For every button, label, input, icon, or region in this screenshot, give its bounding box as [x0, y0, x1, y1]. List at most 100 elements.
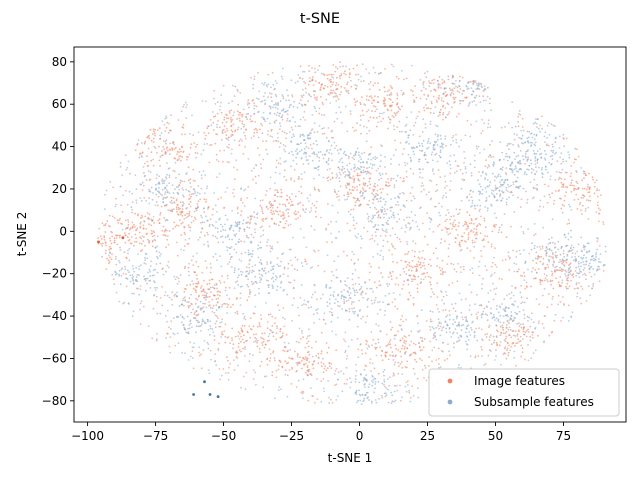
subsample-feature-point: [359, 399, 362, 402]
image-feature-point: [131, 201, 134, 204]
image-feature-point: [368, 187, 371, 190]
subsample-feature-point: [292, 236, 294, 239]
subsample-feature-point: [128, 259, 131, 262]
image-feature-point: [238, 111, 241, 114]
subsample-feature-point: [526, 160, 529, 162]
subsample-feature-point: [336, 196, 338, 198]
subsample-feature-point: [431, 291, 434, 294]
subsample-feature-point: [242, 222, 244, 225]
subsample-feature-point: [557, 303, 560, 306]
subsample-feature-point: [271, 245, 274, 248]
image-feature-point: [340, 73, 343, 75]
subsample-feature-point: [445, 214, 447, 217]
subsample-feature-point: [261, 100, 264, 103]
subsample-feature-point: [392, 177, 395, 180]
subsample-feature-point: [405, 140, 408, 143]
subsample-feature-point: [113, 283, 116, 286]
image-feature-point: [435, 359, 438, 361]
image-feature-point: [347, 92, 350, 95]
image-feature-point: [214, 294, 216, 297]
image-feature-point: [299, 99, 302, 102]
subsample-feature-point: [137, 253, 140, 255]
image-feature-point: [473, 100, 476, 102]
image-feature-point: [271, 374, 274, 377]
subsample-feature-point: [564, 171, 567, 174]
subsample-feature-point: [413, 153, 416, 156]
subsample-feature-point: [554, 141, 557, 144]
subsample-feature-point: [372, 226, 375, 229]
subsample-feature-point: [216, 126, 218, 129]
subsample-feature-point: [442, 143, 445, 146]
subsample-feature-point: [231, 209, 234, 212]
image-feature-point: [597, 195, 599, 198]
subsample-feature-point: [469, 355, 472, 358]
image-feature-point: [406, 366, 408, 369]
image-feature-point: [209, 286, 212, 289]
subsample-feature-point: [383, 368, 386, 371]
image-feature-point: [275, 369, 278, 372]
image-feature-point: [390, 109, 393, 112]
subsample-feature-point: [535, 133, 538, 136]
image-feature-point: [277, 364, 280, 367]
subsample-feature-point: [269, 122, 271, 125]
subsample-feature-point: [547, 258, 550, 261]
image-feature-point: [212, 304, 215, 307]
image-feature-point: [587, 191, 589, 194]
image-feature-point: [389, 234, 392, 237]
subsample-feature-point: [407, 134, 410, 137]
image-feature-point: [204, 291, 206, 294]
image-feature-point: [565, 287, 568, 290]
image-feature-point: [279, 163, 282, 165]
subsample-feature-point: [587, 183, 589, 186]
image-feature-point: [315, 98, 317, 100]
image-feature-point: [560, 171, 563, 174]
image-feature-point: [377, 96, 379, 98]
subsample-feature-point: [250, 280, 253, 283]
image-feature-point: [320, 86, 322, 88]
subsample-feature-point: [203, 340, 206, 342]
subsample-feature-point: [587, 199, 590, 202]
image-feature-point: [441, 267, 444, 270]
image-feature-point: [126, 236, 129, 239]
subsample-feature-point: [353, 253, 355, 256]
subsample-feature-point: [353, 179, 355, 181]
image-feature-point: [316, 298, 318, 301]
subsample-feature-point: [171, 210, 174, 212]
subsample-feature-point: [118, 236, 121, 239]
image-feature-point: [164, 130, 167, 132]
subsample-feature-point: [257, 256, 260, 259]
scatter-points: [97, 61, 607, 405]
subsample-feature-point: [542, 206, 545, 208]
image-feature-point: [217, 317, 219, 319]
image-feature-point: [262, 220, 264, 223]
subsample-feature-point: [429, 320, 432, 323]
subsample-feature-point: [337, 255, 340, 258]
image-feature-point: [421, 349, 423, 351]
subsample-feature-point: [377, 215, 380, 217]
image-feature-point: [189, 205, 192, 208]
image-feature-point: [538, 209, 540, 212]
image-feature-point: [496, 343, 499, 346]
image-feature-point: [232, 343, 235, 346]
subsample-feature-point: [355, 389, 358, 392]
subsample-feature-point: [233, 95, 236, 97]
image-feature-point: [148, 241, 151, 244]
subsample-feature-point: [346, 277, 349, 279]
subsample-feature-point: [581, 274, 584, 276]
image-feature-point: [212, 208, 215, 211]
subsample-feature-point: [322, 176, 325, 179]
subsample-feature-point: [248, 266, 251, 269]
image-feature-point: [506, 155, 509, 158]
subsample-feature-point: [471, 202, 474, 205]
image-feature-point: [596, 188, 599, 190]
image-feature-point: [445, 218, 448, 221]
subsample-feature-point: [226, 187, 229, 189]
image-feature-point: [577, 155, 580, 158]
subsample-feature-point: [314, 188, 316, 191]
image-feature-point: [338, 168, 341, 171]
image-feature-point: [357, 73, 360, 76]
subsample-feature-point: [148, 218, 151, 221]
image-feature-point: [421, 182, 424, 184]
subsample-feature-point: [549, 175, 552, 178]
subsample-feature-point: [401, 70, 403, 72]
